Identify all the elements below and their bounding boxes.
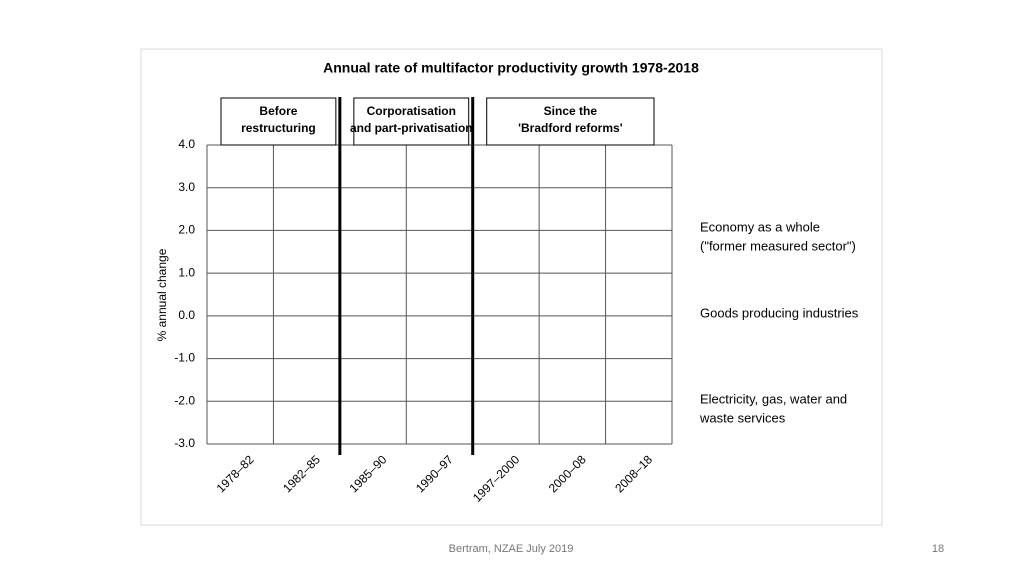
period-label: Before: [259, 104, 297, 118]
y-tick-label: -2.0: [174, 393, 195, 407]
y-tick-label: 1.0: [178, 265, 195, 279]
legend-label: ("former measured sector"): [700, 238, 856, 253]
page-number: 18: [932, 543, 944, 555]
y-tick-label: 3.0: [178, 180, 195, 194]
period-label: Since the: [544, 104, 598, 118]
period-label: Corporatisation: [367, 104, 456, 118]
period-box: [220, 97, 337, 146]
y-tick-label: 2.0: [178, 223, 195, 237]
legend-label: Electricity, gas, water and: [700, 391, 847, 406]
footer-source: Bertram, NZAE July 2019: [449, 543, 574, 555]
legend-label: Economy as a whole: [700, 219, 820, 234]
legend-label: Goods producing industries: [700, 305, 859, 320]
y-tick-label: -3.0: [174, 436, 195, 450]
y-tick-label: -1.0: [174, 351, 195, 365]
period-label: restructuring: [241, 121, 316, 135]
chart-title: Annual rate of multifactor productivity …: [323, 60, 699, 76]
y-tick-label: 0.0: [178, 308, 195, 322]
y-axis-label: % annual change: [155, 248, 169, 341]
period-label: and part-privatisation: [350, 121, 473, 135]
period-label: 'Bradford reforms': [518, 121, 623, 135]
y-tick-label: 4.0: [178, 137, 195, 151]
period-box: [486, 97, 655, 146]
period-box: [353, 97, 470, 146]
legend-label: waste services: [699, 410, 786, 425]
